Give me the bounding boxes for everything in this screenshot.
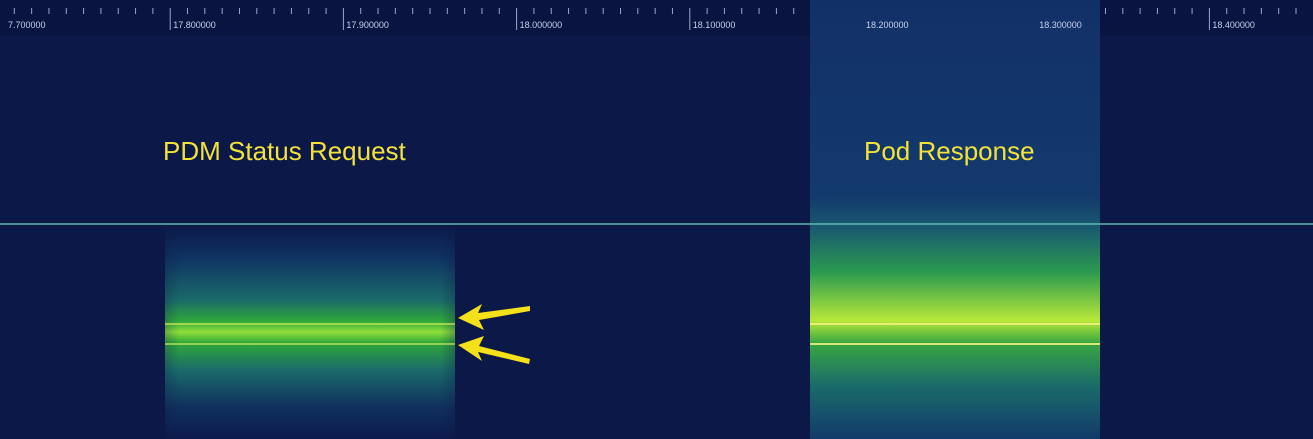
arrows bbox=[458, 304, 530, 364]
annotation: PDM Status Request bbox=[163, 136, 407, 166]
ruler-label: 18.400000 bbox=[1212, 20, 1255, 30]
ruler-label: 17.800000 bbox=[173, 20, 216, 30]
ruler-label: 18.000000 bbox=[520, 20, 563, 30]
waterfall-view: PDM Status Request Pod Response 7.700000… bbox=[0, 0, 1313, 439]
ruler-label: 18.100000 bbox=[693, 20, 736, 30]
ruler-label: 18.200000 bbox=[866, 20, 909, 30]
spectrogram: PDM Status Request Pod Response 7.700000… bbox=[0, 0, 1313, 439]
ruler-label: 7.700000 bbox=[8, 20, 46, 30]
ruler bbox=[0, 0, 1313, 36]
ruler-label: 18.300000 bbox=[1039, 20, 1082, 30]
pod-signal bbox=[810, 0, 1100, 439]
annotation: Pod Response bbox=[864, 136, 1035, 166]
ruler-label: 17.900000 bbox=[346, 20, 389, 30]
